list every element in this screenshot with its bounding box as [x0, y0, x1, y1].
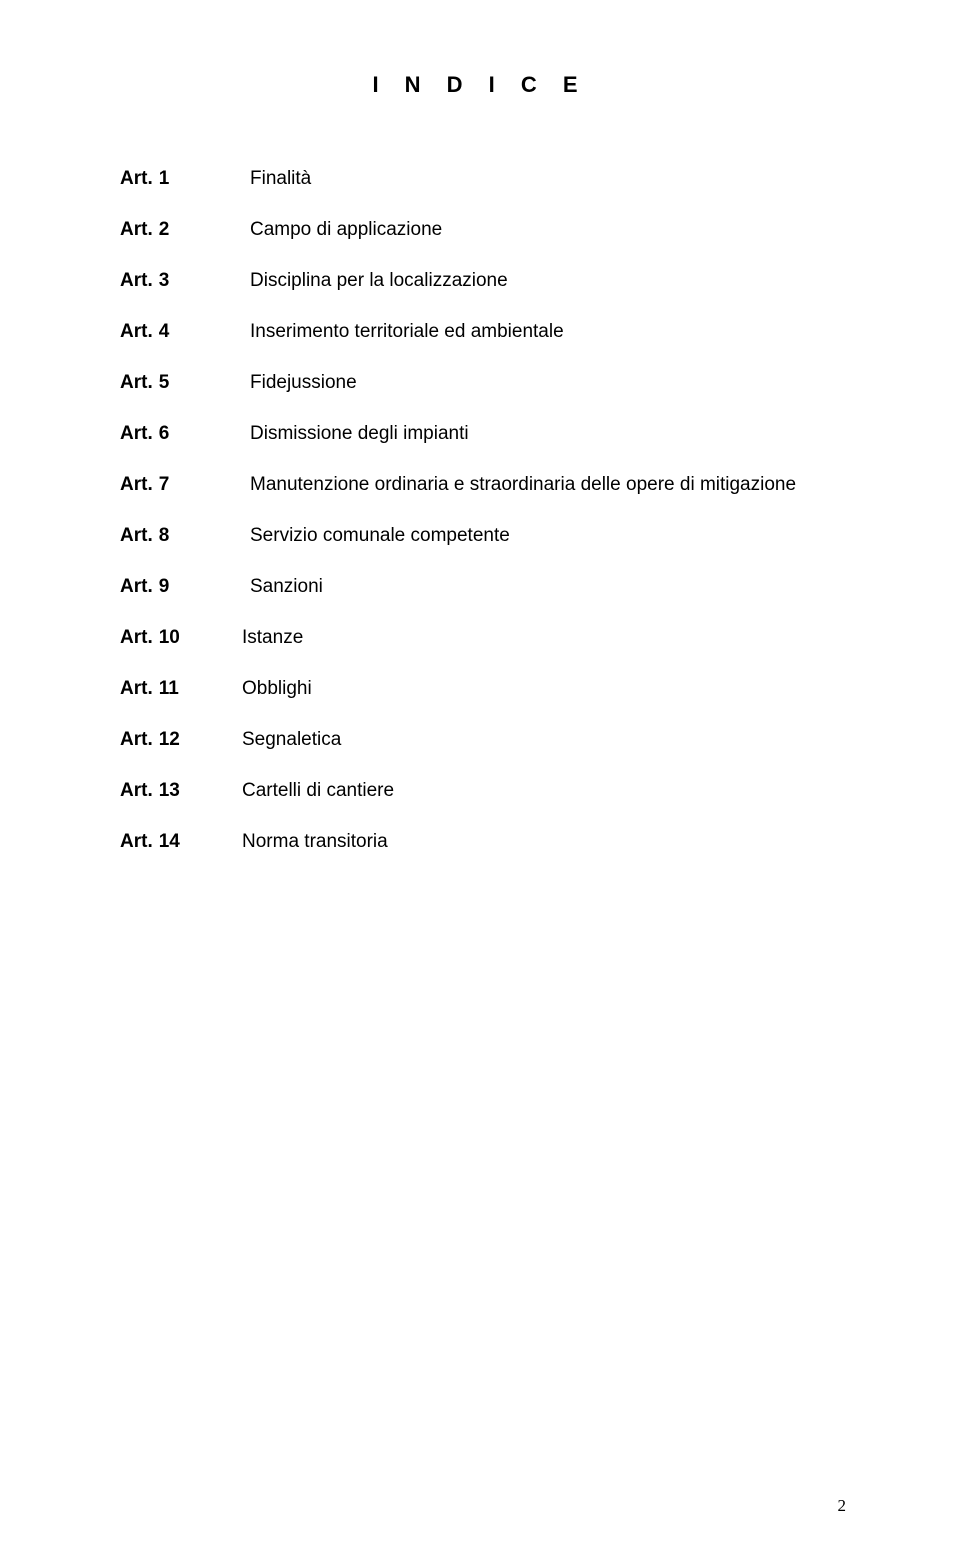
art-number: 2 [159, 219, 187, 241]
art-number: 10 [159, 627, 187, 649]
art-label: Art. 8 [120, 525, 232, 547]
index-entry: Art. 11 Obblighi [120, 678, 840, 700]
art-description: Fidejussione [232, 372, 357, 394]
art-label: Art. 14 [120, 831, 232, 853]
art-number: 6 [159, 423, 187, 445]
index-entry: Art. 12 Segnaletica [120, 729, 840, 751]
index-entry: Art. 10 Istanze [120, 627, 840, 649]
art-description: Inserimento territoriale ed ambientale [232, 321, 564, 343]
art-label: Art. 13 [120, 780, 232, 802]
index-entry: Art. 9 Sanzioni [120, 576, 840, 598]
art-description: Cartelli di cantiere [232, 780, 394, 802]
art-description: Norma transitoria [232, 831, 388, 853]
index-entry: Art. 1 Finalità [120, 168, 840, 190]
art-word: Art. [120, 780, 159, 802]
art-description: Segnaletica [232, 729, 341, 751]
art-description: Finalità [232, 168, 311, 190]
page: I N D I C E Art. 1 Finalità Art. 2 Campo… [0, 0, 960, 1566]
art-number: 4 [159, 321, 187, 343]
art-word: Art. [120, 321, 159, 343]
art-number: 11 [159, 678, 187, 700]
art-number: 12 [159, 729, 187, 751]
art-word: Art. [120, 576, 159, 598]
art-description: Disciplina per la localizzazione [232, 270, 508, 292]
art-label: Art. 4 [120, 321, 232, 343]
index-entry: Art. 5 Fidejussione [120, 372, 840, 394]
art-word: Art. [120, 270, 159, 292]
art-label: Art. 5 [120, 372, 232, 394]
art-number: 1 [159, 168, 187, 190]
art-number: 7 [159, 474, 187, 496]
index-entry: Art. 7 Manutenzione ordinaria e straordi… [120, 474, 840, 496]
art-word: Art. [120, 627, 159, 649]
art-label: Art. 6 [120, 423, 232, 445]
art-description: Istanze [232, 627, 303, 649]
art-label: Art. 7 [120, 474, 232, 496]
art-number: 3 [159, 270, 187, 292]
art-label: Art. 10 [120, 627, 232, 649]
art-label: Art. 9 [120, 576, 232, 598]
index-entry: Art. 2 Campo di applicazione [120, 219, 840, 241]
art-word: Art. [120, 729, 159, 751]
art-word: Art. [120, 219, 159, 241]
art-description: Campo di applicazione [232, 219, 442, 241]
art-word: Art. [120, 168, 159, 190]
art-word: Art. [120, 831, 159, 853]
art-description: Servizio comunale competente [232, 525, 510, 547]
index-entry: Art. 13 Cartelli di cantiere [120, 780, 840, 802]
art-description: Dismissione degli impianti [232, 423, 469, 445]
page-number: 2 [838, 1496, 847, 1516]
art-word: Art. [120, 474, 159, 496]
art-word: Art. [120, 678, 159, 700]
art-description: Manutenzione ordinaria e straordinaria d… [232, 474, 796, 496]
art-number: 9 [159, 576, 187, 598]
art-word: Art. [120, 423, 159, 445]
art-label: Art. 12 [120, 729, 232, 751]
art-word: Art. [120, 372, 159, 394]
art-label: Art. 1 [120, 168, 232, 190]
index-entry: Art. 14 Norma transitoria [120, 831, 840, 853]
art-number: 14 [159, 831, 187, 853]
art-number: 13 [159, 780, 187, 802]
art-description: Sanzioni [232, 576, 323, 598]
index-entry: Art. 3 Disciplina per la localizzazione [120, 270, 840, 292]
index-entry: Art. 8 Servizio comunale competente [120, 525, 840, 547]
art-label: Art. 11 [120, 678, 232, 700]
art-label: Art. 3 [120, 270, 232, 292]
art-description: Obblighi [232, 678, 312, 700]
page-title: I N D I C E [120, 72, 840, 98]
index-entry: Art. 4 Inserimento territoriale ed ambie… [120, 321, 840, 343]
art-number: 8 [159, 525, 187, 547]
art-number: 5 [159, 372, 187, 394]
index-entry: Art. 6 Dismissione degli impianti [120, 423, 840, 445]
art-label: Art. 2 [120, 219, 232, 241]
art-word: Art. [120, 525, 159, 547]
